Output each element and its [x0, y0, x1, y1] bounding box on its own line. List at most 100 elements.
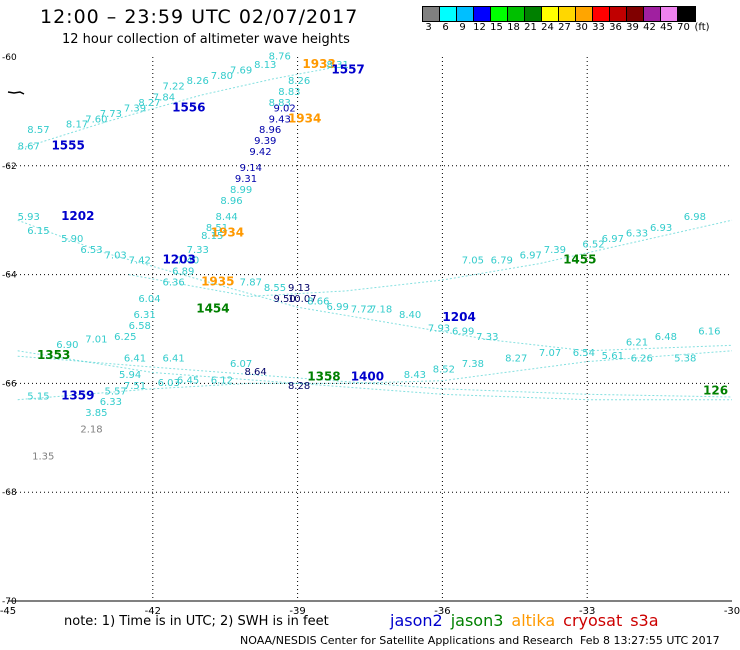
wave-height-label: 6.45 — [177, 375, 199, 386]
x-tick-label: -30 — [724, 606, 740, 617]
legend-label: 33 — [592, 22, 605, 33]
wave-height-label: 7.51 — [124, 381, 146, 392]
legend-swatch — [440, 7, 457, 21]
wave-height-label: 6.99 — [452, 326, 474, 337]
wave-height-label: 8.83 — [269, 98, 291, 109]
wave-height-label: 6.21 — [626, 337, 648, 348]
legend-swatch — [610, 7, 627, 21]
chart-title: 12:00 – 23:59 UTC 02/07/2017 — [40, 6, 359, 28]
wave-height-label: 6.07 — [230, 359, 252, 370]
wave-height-label: 6.54 — [573, 348, 595, 359]
wave-height-label: 6.99 — [327, 302, 349, 313]
wave-height-label: 6.25 — [114, 332, 136, 343]
legend-label: 42 — [643, 22, 656, 33]
wave-height-label: 10.07 — [288, 294, 317, 305]
wave-height-label: 6.41 — [124, 354, 146, 365]
wave-height-label: 8.96 — [220, 196, 242, 207]
wave-height-label: 7.87 — [240, 277, 262, 288]
y-tick-label: -60 — [2, 53, 17, 63]
wave-height-label: 7.80 — [211, 71, 233, 82]
legend-swatch — [525, 7, 542, 21]
wave-height-label: 6.36 — [162, 277, 184, 288]
legend-label: 45 — [660, 22, 673, 33]
wave-height-label: 7.07 — [539, 348, 561, 359]
wave-height-label: 9.39 — [254, 136, 276, 147]
wave-height-label: 5.90 — [61, 234, 83, 245]
legend-label: 15 — [490, 22, 503, 33]
satellite-label: s3a — [630, 611, 659, 630]
wave-height-label: 8.27 — [505, 354, 527, 365]
wave-height-label: 5.94 — [119, 370, 141, 381]
wave-height-label: 8.57 — [27, 125, 49, 136]
legend-label: 3 — [425, 22, 432, 33]
wave-height-label: 7.38 — [462, 359, 484, 370]
pass-time-label: 1934 — [211, 226, 244, 240]
legend-label: 36 — [609, 22, 622, 33]
satellite-label: altika — [511, 611, 556, 630]
wave-height-label: 7.01 — [85, 335, 107, 346]
wave-height-label: 6.33 — [626, 229, 648, 240]
wave-height-label: 9.31 — [235, 174, 257, 185]
pass-time-label: 1203 — [162, 253, 195, 267]
wave-height-label: 3.85 — [85, 408, 107, 419]
x-tick-label: -39 — [289, 606, 305, 617]
legend-label: 70 — [677, 22, 690, 33]
legend-label: 24 — [541, 22, 554, 33]
legend-swatch — [627, 7, 644, 21]
pass-time-label: 1557 — [331, 62, 364, 76]
wave-height-label: 6.90 — [56, 340, 78, 351]
wave-height-label: 7.73 — [100, 109, 122, 120]
wave-height-label: 6.15 — [27, 226, 49, 237]
satellite-track — [17, 67, 332, 150]
legend-swatch — [678, 7, 695, 21]
wave-height-label: 9.42 — [249, 147, 271, 158]
wave-height-label: 8.51 — [206, 223, 228, 234]
wave-height-label: 5.15 — [27, 392, 49, 403]
y-tick-label: -62 — [2, 162, 17, 172]
wave-height-label: 8.26 — [288, 76, 310, 87]
wave-height-label: 8.13 — [254, 60, 276, 71]
wave-height-label: 6.97 — [602, 234, 624, 245]
legend-label: 9 — [459, 22, 466, 33]
wave-height-label: 8.99 — [230, 185, 252, 196]
satellite-track — [128, 219, 733, 297]
wave-height-label: 5.61 — [602, 351, 624, 362]
legend-swatch — [457, 7, 474, 21]
wave-height-label: 9.02 — [273, 103, 295, 114]
wave-height-label: 7.93 — [428, 324, 450, 335]
legend-swatch — [576, 7, 593, 21]
wave-height-label: 5.93 — [18, 212, 40, 223]
pass-time-label: 1353 — [37, 348, 70, 362]
legend-label: 21 — [524, 22, 537, 33]
wave-height-label: 6.26 — [631, 354, 653, 365]
legend-swatch — [542, 7, 559, 21]
wave-height-label: 6.52 — [582, 239, 604, 250]
wave-height-label: 6.04 — [138, 294, 160, 305]
wave-height-label: 8.83 — [278, 87, 300, 98]
satellite-label: jason2 — [390, 611, 443, 630]
wave-height-label: 8.40 — [399, 310, 421, 321]
wave-height-label: 7.60 — [85, 114, 107, 125]
coastline — [7, 91, 25, 95]
wave-height-label: 8.27 — [138, 98, 160, 109]
wave-height-label: 7.03 — [105, 250, 127, 261]
wave-height-label: 6.58 — [129, 321, 151, 332]
legend-label: 6 — [442, 22, 449, 33]
wave-height-label: 1.35 — [32, 452, 54, 463]
x-tick-label: -36 — [434, 606, 450, 617]
legend-label: 12 — [473, 22, 486, 33]
pass-time-label: 1359 — [61, 389, 94, 403]
legend-label: 27 — [558, 22, 571, 33]
wave-height-label: 7.33 — [476, 332, 498, 343]
satellite-label: cryosat — [563, 611, 623, 630]
wave-height-label: 7.18 — [370, 305, 392, 316]
satellite-legend: jason2 jason3 altika cryosat s3a — [390, 611, 667, 630]
wave-height-label: 6.41 — [162, 354, 184, 365]
satellite-track — [17, 350, 733, 401]
y-tick-label: -70 — [2, 597, 17, 607]
wave-height-label: 6.89 — [172, 267, 194, 278]
footer-note: note: 1) Time is in UTC; 2) SWH is in fe… — [64, 614, 329, 629]
chart-subtitle: 12 hour collection of altimeter wave hei… — [62, 32, 350, 47]
wave-height-label: 6.12 — [211, 375, 233, 386]
